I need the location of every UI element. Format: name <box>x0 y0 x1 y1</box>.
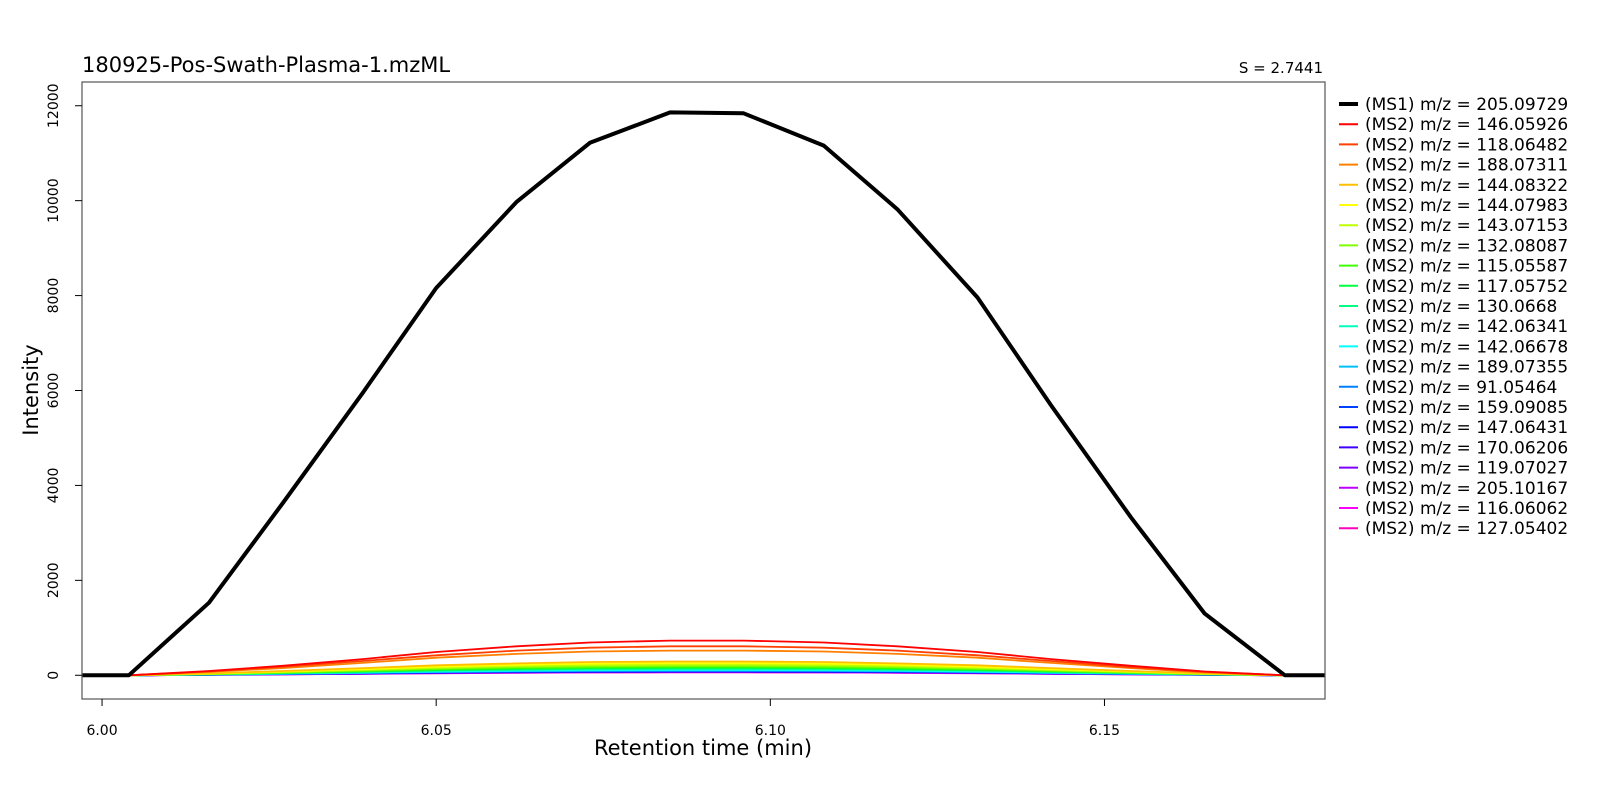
x-tick-label: 6.05 <box>421 723 452 739</box>
series-line-5 <box>82 660 1325 677</box>
y-axis: 0 2000 4000 6000 8000 10000 12000 <box>46 83 82 680</box>
x-axis: 6.00 6.05 6.10 6.15 <box>86 699 1120 739</box>
legend-label: (MS2) m/z = 142.06341 <box>1365 317 1568 337</box>
plot-frame <box>81 81 1326 700</box>
legend-label: (MS2) m/z = 91.05464 <box>1365 378 1557 398</box>
x-tick-label: 6.15 <box>1089 723 1120 739</box>
y-tick-label: 0 <box>46 671 62 680</box>
legend-label: (MS2) m/z = 118.06482 <box>1365 135 1568 155</box>
y-tick-label: 6000 <box>46 373 62 409</box>
y-tick-label: 2000 <box>46 563 62 599</box>
legend-label: (MS2) m/z = 130.0668 <box>1365 297 1557 317</box>
legend-label: (MS2) m/z = 144.07983 <box>1365 196 1568 216</box>
series-line-1 <box>82 110 1325 678</box>
y-tick-label: 4000 <box>46 468 62 504</box>
legend: (MS1) m/z = 205.09729(MS2) m/z = 146.059… <box>1339 95 1568 539</box>
legend-label: (MS2) m/z = 143.07153 <box>1365 216 1568 236</box>
legend-label: (MS2) m/z = 189.07355 <box>1365 358 1568 378</box>
legend-label: (MS2) m/z = 205.10167 <box>1365 479 1568 499</box>
legend-label: (MS2) m/z = 119.07027 <box>1365 459 1568 479</box>
legend-label: (MS1) m/z = 205.09729 <box>1365 95 1568 115</box>
chart-title: 180925-Pos-Swath-Plasma-1.mzML <box>82 53 450 77</box>
legend-label: (MS2) m/z = 142.06678 <box>1365 337 1568 357</box>
legend-label: (MS2) m/z = 115.05587 <box>1365 257 1568 277</box>
legend-label: (MS2) m/z = 116.06062 <box>1365 499 1568 519</box>
legend-label: (MS2) m/z = 188.07311 <box>1365 156 1568 176</box>
legend-label: (MS2) m/z = 146.05926 <box>1365 115 1568 135</box>
y-tick-label: 12000 <box>46 83 62 128</box>
legend-label: (MS2) m/z = 170.06206 <box>1365 438 1568 458</box>
y-axis-title: Intensity <box>19 344 43 435</box>
legend-label: (MS2) m/z = 117.05752 <box>1365 277 1568 297</box>
x-tick-label: 6.10 <box>755 723 786 739</box>
legend-label: (MS2) m/z = 144.08322 <box>1365 176 1568 196</box>
chart-subtitle: S = 2.7441 <box>1239 59 1323 77</box>
x-tick-label: 6.00 <box>86 723 117 739</box>
legend-label: (MS2) m/z = 147.06431 <box>1365 418 1568 438</box>
legend-label: (MS2) m/z = 159.09085 <box>1365 398 1568 418</box>
y-tick-label: 8000 <box>46 278 62 314</box>
legend-label: (MS2) m/z = 132.08087 <box>1365 236 1568 256</box>
x-axis-title: Retention time (min) <box>594 736 812 760</box>
legend-label: (MS2) m/z = 127.05402 <box>1365 519 1568 539</box>
series-layer <box>82 110 1325 678</box>
y-tick-label: 10000 <box>46 178 62 223</box>
series-line-2 <box>82 639 1325 677</box>
